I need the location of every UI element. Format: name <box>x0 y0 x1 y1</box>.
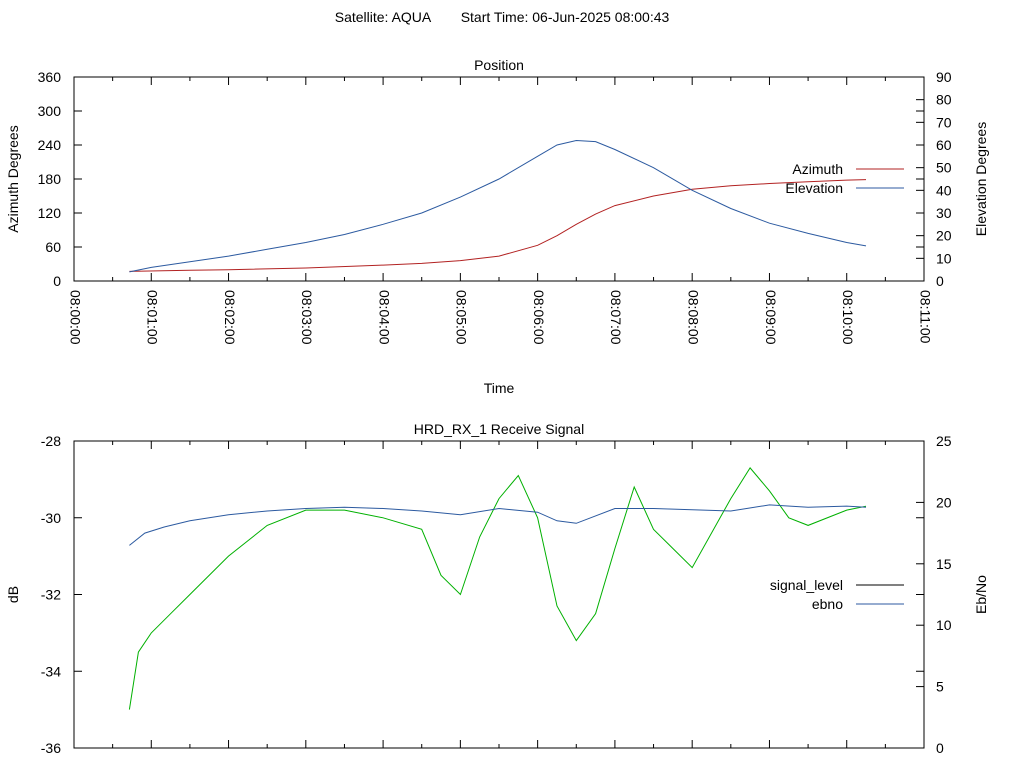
x-tick-label: 08:10:00 <box>840 290 856 345</box>
y-tick-label: 0 <box>53 273 61 289</box>
x-tick-label: 08:00:00 <box>67 290 83 345</box>
x-tick-label: 08:06:00 <box>531 290 547 345</box>
start-time-label: Start Time: 06-Jun-2025 08:00:43 <box>461 9 670 25</box>
y-tick-label: 120 <box>38 205 62 221</box>
y-tick-label: -30 <box>41 510 61 526</box>
y-axis-label: dB <box>5 586 21 603</box>
y-tick-label: 300 <box>38 103 62 119</box>
y-tick-label: -34 <box>41 663 61 679</box>
y-tick-label: 360 <box>38 69 62 85</box>
legend-label: ebno <box>812 596 843 612</box>
y-tick-label: -32 <box>41 587 61 603</box>
y-tick-label: -28 <box>41 433 61 449</box>
x-tick-label: 08:05:00 <box>454 290 470 345</box>
x-tick-label: 08:08:00 <box>685 290 701 345</box>
y2-tick-label: 80 <box>936 92 952 108</box>
x-tick-label: 08:04:00 <box>376 290 392 345</box>
y2-tick-label: 25 <box>936 433 952 449</box>
y2-axis-label: Eb/No <box>973 575 989 614</box>
y-tick-label: -36 <box>41 740 61 756</box>
y2-tick-label: 20 <box>936 228 952 244</box>
x-tick-label: 08:09:00 <box>763 290 779 345</box>
x-tick-label: 08:03:00 <box>299 290 315 345</box>
y2-tick-label: 20 <box>936 494 952 510</box>
chart-title: Position <box>474 57 524 73</box>
y-tick-label: 240 <box>38 137 62 153</box>
y2-tick-label: 10 <box>936 250 952 266</box>
satellite-label: Satellite: AQUA <box>335 9 432 25</box>
chart-title: HRD_RX_1 Receive Signal <box>414 421 584 437</box>
y2-tick-label: 30 <box>936 205 952 221</box>
series-line-Elevation <box>129 139 867 273</box>
series-line-Azimuth <box>129 179 867 272</box>
y-axis-label: Azimuth Degrees <box>5 125 21 232</box>
x-axis-label: Time <box>484 380 515 396</box>
receive-signal-chart: HRD_RX_1 Receive Signal -36 -34 -32 -30 -28 0 5… <box>5 421 989 756</box>
y-tick-label: 60 <box>45 239 61 255</box>
x-tick-label: 08:01:00 <box>145 290 161 345</box>
y-tick-label: 180 <box>38 171 62 187</box>
y2-tick-label: 40 <box>936 182 952 198</box>
y2-tick-label: 0 <box>936 273 944 289</box>
x-tick-label: 08:07:00 <box>608 290 624 345</box>
y2-tick-label: 60 <box>936 137 952 153</box>
legend-label: Elevation <box>785 180 843 196</box>
y2-tick-label: 10 <box>936 617 952 633</box>
y2-tick-label: 15 <box>936 556 952 572</box>
legend-label: signal_level <box>770 577 843 593</box>
y2-tick-label: 50 <box>936 160 952 176</box>
y2-tick-label: 5 <box>936 679 944 695</box>
legend-label: Azimuth <box>792 161 843 177</box>
y2-tick-label: 70 <box>936 114 952 130</box>
y2-tick-label: 0 <box>936 740 944 756</box>
x-tick-label: 08:02:00 <box>222 290 238 345</box>
y2-tick-label: 90 <box>936 69 952 85</box>
plot-frame <box>73 440 925 749</box>
x-tick-label: 08:11:00 <box>917 290 933 344</box>
series-line-ebno <box>129 504 867 546</box>
y2-axis-label: Elevation Degrees <box>973 122 989 236</box>
position-chart: Position 0 60 120 180 240 300 360 0 10 20 30 40 50 60 7… <box>5 57 989 396</box>
series-line-signal_level <box>128 467 867 710</box>
